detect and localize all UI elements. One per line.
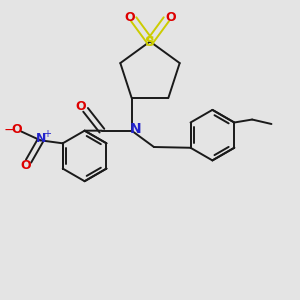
Text: O: O <box>11 123 22 136</box>
Text: O: O <box>124 11 134 24</box>
Text: S: S <box>145 34 155 49</box>
Text: N: N <box>130 122 141 136</box>
Text: O: O <box>166 11 176 24</box>
Text: +: + <box>43 129 51 139</box>
Text: N: N <box>36 132 46 146</box>
Text: −: − <box>4 123 16 137</box>
Text: O: O <box>20 159 31 172</box>
Text: O: O <box>76 100 86 113</box>
